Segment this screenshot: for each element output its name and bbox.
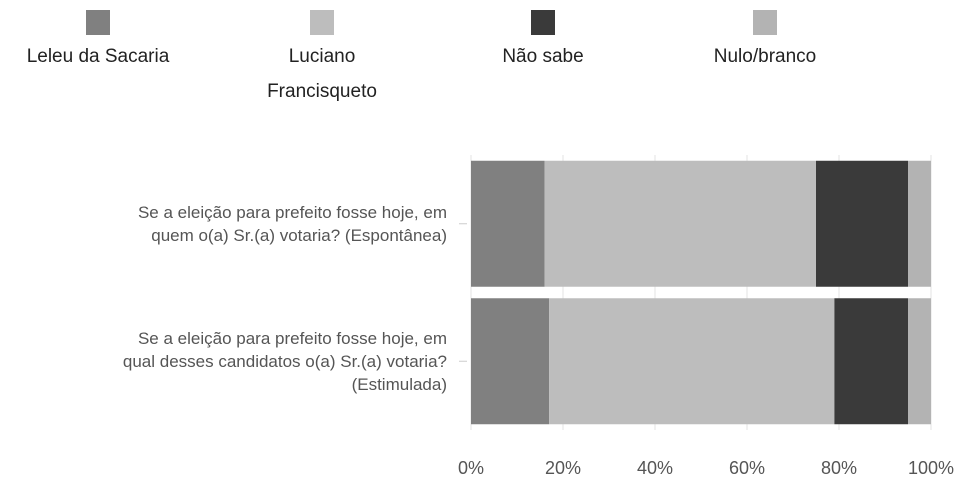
y-tick-label: Se a eleição para prefeito fosse hoje, e… <box>137 202 447 245</box>
x-tick-label: 0% <box>457 458 484 478</box>
legend-swatch <box>86 10 110 35</box>
bar <box>471 160 545 287</box>
bar <box>471 298 550 425</box>
legend-label: Luciano Francisqueto <box>267 46 377 102</box>
bar <box>908 298 931 425</box>
x-tick-label: 40% <box>636 458 674 478</box>
x-tick-label: 20% <box>544 458 582 478</box>
bar <box>908 160 931 287</box>
x-tick-label: 80% <box>820 458 858 478</box>
legend-swatch <box>310 10 334 35</box>
y-tick-label: Se a eleição para prefeito fosse hoje, e… <box>122 328 447 394</box>
bar <box>816 160 908 287</box>
legend-label: Leleu da Sacaria <box>26 46 170 67</box>
legend-swatch <box>531 10 555 35</box>
x-tick-label: 60% <box>728 458 766 478</box>
legend-label: Não sabe <box>502 46 584 67</box>
bar <box>549 298 835 425</box>
x-tick-label: 100% <box>907 458 955 478</box>
legend-swatch <box>753 10 777 35</box>
bar <box>544 160 816 287</box>
bar <box>834 298 908 425</box>
legend-label: Nulo/branco <box>713 46 817 67</box>
